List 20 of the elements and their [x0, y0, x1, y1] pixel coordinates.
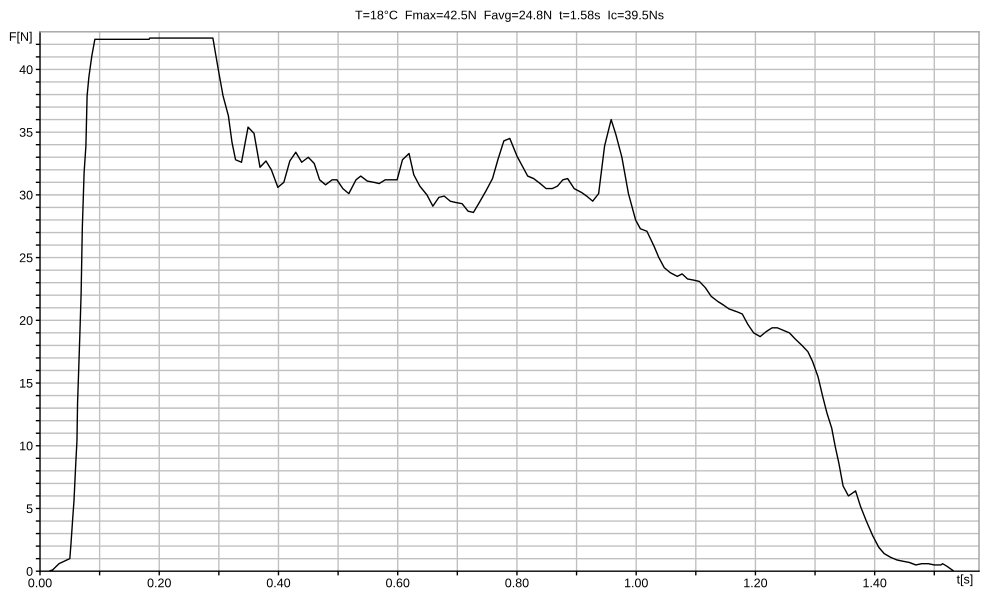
y-tick-label: 10	[20, 442, 33, 450]
x-axis-title: t[s]	[956, 574, 972, 586]
y-tick-label: 20	[20, 316, 33, 325]
y-tick-label: 30	[20, 190, 33, 200]
chart-title: T=18°C Fmax=42.5N Favg=24.8N t=1.58s Ic=39.5Ns	[355, 10, 664, 22]
y-tick-label: 15	[20, 378, 33, 388]
x-tick-label: 0.60	[386, 578, 410, 588]
x-tick-label: 1.20	[744, 578, 768, 588]
x-tick-label: 0.80	[505, 578, 529, 588]
x-tick-label: 0.40	[266, 578, 290, 588]
y-tick-label: 40	[19, 65, 33, 74]
y-tick-label: 25	[20, 253, 33, 262]
y-tick-label: 5	[26, 504, 33, 514]
x-tick-label: 1.00	[624, 578, 648, 588]
x-tick-label: 0.20	[148, 578, 171, 588]
x-tick-label: 1.40	[863, 578, 886, 588]
x-tick-label: 0.00	[28, 578, 52, 588]
y-tick-label: 0	[26, 567, 33, 576]
y-axis-title: F[N]	[10, 32, 32, 44]
y-tick-label: 35	[20, 128, 33, 137]
